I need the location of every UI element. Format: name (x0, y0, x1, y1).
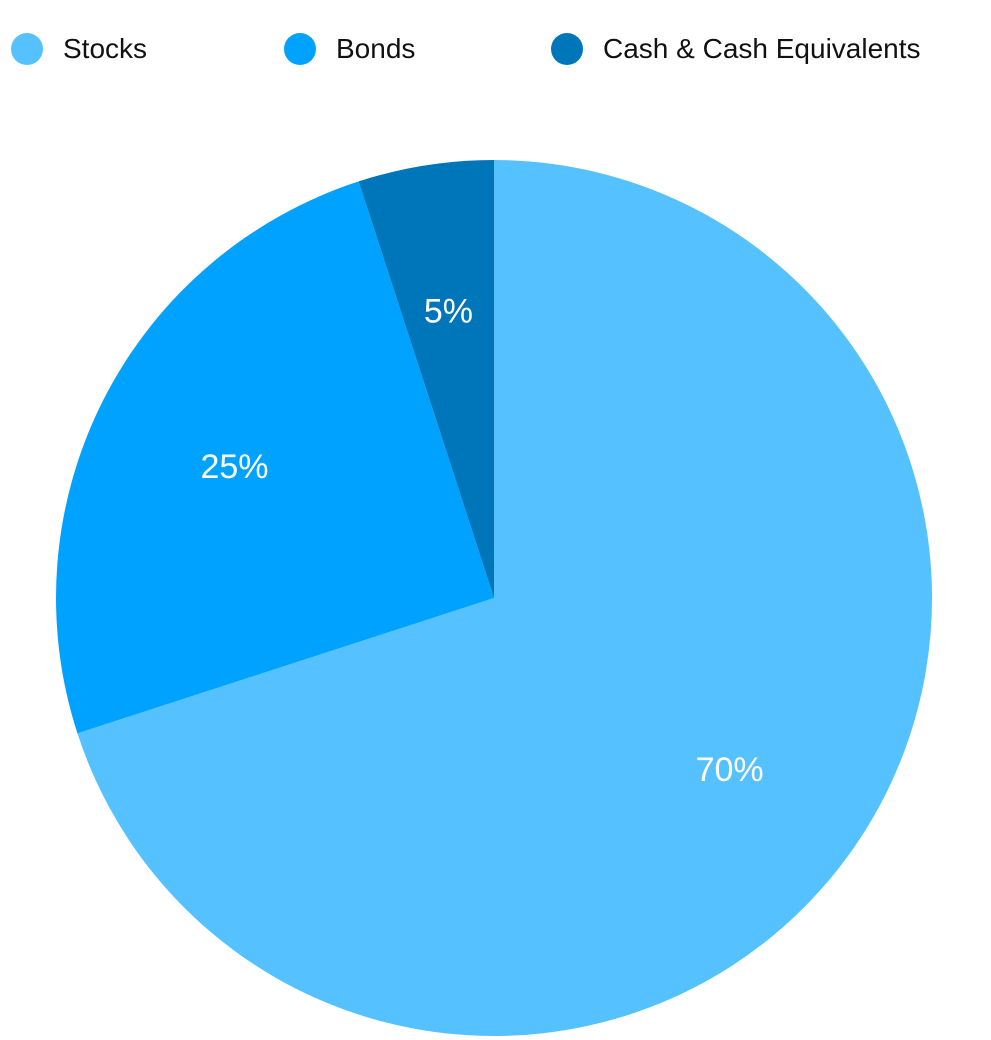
legend-item-bonds: Bonds (284, 28, 415, 70)
data-label-stocks: 70% (696, 751, 764, 789)
legend-item-cash: Cash & Cash Equivalents (551, 28, 921, 70)
legend-swatch-cash (551, 33, 583, 65)
pie-slice-stocks (77, 160, 932, 1036)
legend-swatch-stocks (11, 33, 43, 65)
legend-label-stocks: Stocks (63, 33, 148, 64)
legend-item-stocks: Stocks (11, 28, 147, 70)
data-label-cash: 5% (424, 292, 473, 330)
legend: Stocks Bonds Cash & Cash Equivalents (0, 28, 991, 70)
pie-slice-cash (358, 160, 494, 598)
legend-label-bonds: Bonds (336, 33, 416, 64)
pie-slice-bonds (56, 181, 495, 734)
legend-label-cash: Cash & Cash Equivalents (603, 33, 921, 64)
data-label-bonds: 25% (200, 448, 268, 486)
legend-swatch-bonds (284, 33, 316, 65)
